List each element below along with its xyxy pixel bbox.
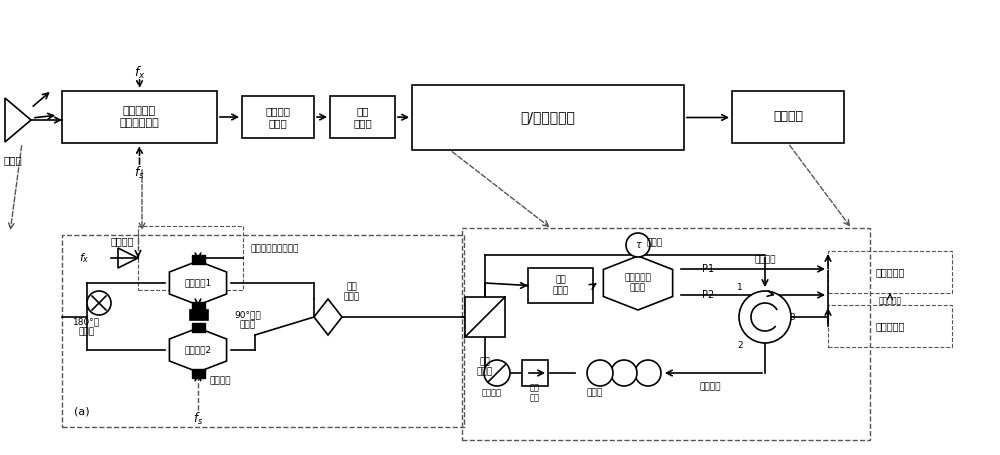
- Text: 偏振
控制器: 偏振 控制器: [552, 276, 569, 295]
- Bar: [528, 268, 593, 303]
- Text: P2: P2: [702, 290, 714, 300]
- Polygon shape: [603, 256, 673, 310]
- Polygon shape: [169, 328, 227, 372]
- Text: 偏振
分束器: 偏振 分束器: [477, 357, 493, 377]
- Polygon shape: [314, 299, 342, 335]
- Bar: [828, 305, 952, 347]
- Text: 偏振
控制器: 偏振 控制器: [353, 106, 372, 128]
- Bar: [138, 226, 243, 290]
- Bar: [732, 91, 844, 143]
- Text: 精测频处理: 精测频处理: [875, 321, 905, 331]
- Text: 粗测频处理: 粗测频处理: [875, 267, 905, 277]
- Text: 电放大器: 电放大器: [110, 236, 134, 246]
- Bar: [62, 235, 464, 427]
- Text: 1: 1: [737, 283, 743, 292]
- Text: $f_x$: $f_x$: [134, 65, 145, 81]
- Text: 3: 3: [789, 313, 795, 322]
- Text: 处理模块: 处理模块: [773, 111, 803, 123]
- Bar: [242, 96, 314, 138]
- Text: 粗/精测频模块: 粗/精测频模块: [521, 111, 575, 125]
- Text: 光环行器: 光环行器: [754, 256, 776, 264]
- Text: $f_s$: $f_s$: [193, 411, 203, 427]
- Text: 子调制器1: 子调制器1: [184, 278, 212, 288]
- Bar: [465, 297, 505, 337]
- Text: 180°电
移相器: 180°电 移相器: [73, 317, 101, 337]
- Circle shape: [587, 360, 613, 386]
- Circle shape: [626, 233, 650, 257]
- Text: 偏振
合束器: 偏振 合束器: [344, 282, 360, 302]
- Bar: [522, 360, 548, 386]
- Text: 相位调制: 相位调制: [209, 376, 231, 385]
- Text: 马赫曾德尔
干涉仪: 马赫曾德尔 干涉仪: [625, 273, 651, 293]
- Bar: [190, 310, 208, 320]
- Bar: [192, 255, 205, 264]
- Text: P1: P1: [702, 264, 714, 274]
- Text: 90°偏振
旋转器: 90°偏振 旋转器: [235, 310, 261, 330]
- Bar: [192, 302, 205, 311]
- Bar: [412, 85, 684, 150]
- Text: $f_s$: $f_s$: [134, 165, 145, 181]
- Text: 光衰减器: 光衰减器: [482, 389, 502, 398]
- Text: 泵浦光: 泵浦光: [647, 238, 663, 248]
- Text: 粗测频结果: 粗测频结果: [878, 297, 902, 305]
- Text: 双偏振马赫
增德尔调制器: 双偏振马赫 增德尔调制器: [120, 106, 159, 128]
- Text: $f_x$: $f_x$: [79, 251, 89, 265]
- Text: 探针光: 探针光: [587, 389, 603, 398]
- Text: 子调制器2: 子调制器2: [184, 345, 212, 354]
- Text: 掺铒光纤
放大器: 掺铒光纤 放大器: [266, 106, 290, 128]
- Bar: [192, 324, 205, 332]
- Text: 单模光纤: 单模光纤: [699, 383, 721, 391]
- Polygon shape: [169, 261, 227, 305]
- Circle shape: [87, 291, 111, 315]
- Text: 激光源: 激光源: [4, 155, 22, 165]
- Text: (a): (a): [74, 407, 90, 417]
- Circle shape: [484, 360, 510, 386]
- Bar: [828, 251, 952, 293]
- Circle shape: [635, 360, 661, 386]
- Text: 光隔
离器: 光隔 离器: [530, 383, 540, 403]
- Circle shape: [611, 360, 637, 386]
- Text: 2: 2: [737, 340, 743, 349]
- Bar: [462, 228, 870, 440]
- Circle shape: [739, 291, 791, 343]
- Text: τ: τ: [635, 240, 641, 250]
- Bar: [192, 369, 205, 378]
- Text: 载波抑制双边带调制: 载波抑制双边带调制: [251, 244, 299, 253]
- Bar: [62, 91, 217, 143]
- Bar: [330, 96, 395, 138]
